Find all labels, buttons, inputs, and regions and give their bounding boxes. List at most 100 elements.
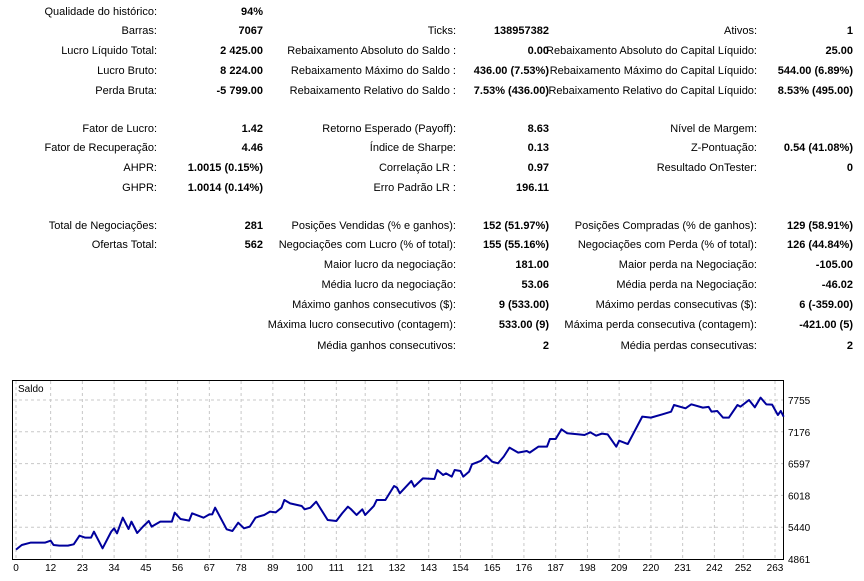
stats-row: Total de Negociações: 281 Posições Vendida… — [0, 219, 864, 233]
stats-row: Maior lucro da negociação: 181.00 Maior pe… — [0, 258, 864, 272]
stat-value: 0.54 (41.08%) — [783, 142, 853, 154]
stat-value: 0.00 — [527, 45, 549, 57]
stats-row: AHPR: 1.0015 (0.15%) Correlação LR : 0.97 Re… — [0, 161, 864, 175]
y-tick-label: 4861 — [788, 555, 811, 566]
stat-value: -46.02 — [821, 279, 853, 291]
x-tick-label: 231 — [674, 563, 691, 574]
stats-row: Ofertas Total: 562 Negociações com Lucro (… — [0, 238, 864, 252]
y-tick-label: 7176 — [788, 428, 811, 439]
stat-value: 2 — [846, 340, 853, 352]
stats-row: Perda Bruta: -5 799.00 Rebaixamento Relati… — [0, 84, 864, 98]
stat-label: Perda Bruta: — [95, 85, 157, 97]
stat-label: Correlação LR : — [378, 162, 456, 174]
x-tick-label: 187 — [547, 563, 564, 574]
stat-value: -5 799.00 — [216, 85, 263, 97]
stat-label: Ativos: — [723, 25, 757, 37]
x-tick-label: 209 — [611, 563, 628, 574]
stat-label: Negociações com Lucro (% of total): — [278, 239, 456, 251]
stat-label: Lucro Líquido Total: — [61, 45, 157, 57]
stat-value: 2 425.00 — [220, 45, 263, 57]
stat-label: Média ganhos consecutivos: — [317, 340, 456, 352]
y-tick-label: 7755 — [788, 396, 811, 407]
stat-value: 126 (44.84%) — [786, 239, 853, 251]
stat-label: AHPR: — [123, 162, 157, 174]
x-axis: 0 12 23 34 45 56 67 78 89 100 111 121 132 143 154 165 17… — [13, 563, 784, 574]
x-tick-label: 111 — [329, 563, 345, 574]
stat-label: Índice de Sharpe: — [369, 142, 456, 154]
stat-label: Qualidade do histórico: — [44, 6, 157, 18]
stat-label: Posições Vendidas (% e ganhos): — [291, 220, 457, 232]
stat-label: Rebaixamento Relativo do Saldo : — [289, 85, 456, 97]
stat-label: Ofertas Total: — [91, 239, 157, 251]
x-tick-label: 263 — [767, 563, 784, 574]
stat-label: Máximo ganhos consecutivos ($): — [292, 299, 456, 311]
stat-value: 8 224.00 — [220, 65, 263, 77]
stat-value: 196.11 — [515, 182, 549, 194]
x-tick-label: 121 — [357, 563, 374, 574]
stat-label: Negociações com Perda (% of total): — [577, 239, 757, 251]
x-tick-label: 132 — [389, 563, 406, 574]
x-tick-label: 252 — [735, 563, 752, 574]
x-tick-label: 12 — [45, 563, 57, 574]
stat-label: Lucro Bruto: — [97, 65, 157, 77]
stat-label: Rebaixamento Relativo do Capital Líquido… — [548, 85, 757, 97]
y-tick-label: 6018 — [788, 491, 811, 502]
y-tick-label: 6597 — [788, 460, 811, 471]
stat-label: Rebaixamento Absoluto do Capital Líquido… — [546, 45, 757, 57]
stat-label: Barras: — [121, 25, 157, 37]
stat-label: Máximo perdas consecutivas ($): — [595, 299, 757, 311]
stat-label: Maior lucro da negociação: — [323, 259, 456, 271]
x-tick-label: 56 — [172, 563, 184, 574]
stat-label: Z-Pontuação: — [690, 142, 757, 154]
x-tick-label: 165 — [484, 563, 501, 574]
stat-label: Máxima lucro consecutivo (contagem): — [267, 319, 456, 331]
stat-label: Erro Padrão LR : — [373, 182, 456, 194]
stats-row: Fator de Lucro: 1.42 Retorno Esperado (Pay… — [0, 122, 864, 136]
stats-row: GHPR: 1.0014 (0.14%) Erro Padrão LR : 196.1… — [0, 181, 864, 195]
x-tick-label: 220 — [643, 563, 660, 574]
balance-line — [15, 396, 785, 551]
stat-value: 4.46 — [241, 142, 263, 154]
stat-label: GHPR: — [122, 182, 157, 194]
stat-value: -421.00 (5) — [799, 319, 853, 331]
stats-row: Fator de Recuperação: 4.46 Índice de Sharp… — [0, 141, 864, 155]
stat-value: 0.13 — [527, 142, 549, 154]
stat-label: Nível de Margem: — [670, 123, 757, 135]
stat-value: 25.00 — [825, 45, 853, 57]
stat-value: 8.53% (495.00) — [777, 85, 853, 97]
x-tick-label: 23 — [77, 563, 89, 574]
stats-row: Lucro Bruto: 8 224.00 Rebaixamento Máximo … — [0, 64, 864, 78]
x-tick-label: 143 — [420, 563, 437, 574]
stat-value: 544.00 (6.89%) — [777, 65, 853, 77]
x-tick-label: 242 — [706, 563, 723, 574]
stat-value: 562 — [244, 239, 263, 251]
stat-value: 281 — [244, 220, 263, 232]
stat-value: 155 (55.16%) — [482, 239, 549, 251]
stat-label: Retorno Esperado (Payoff): — [322, 123, 456, 135]
x-tick-label: 78 — [236, 563, 248, 574]
stats-row: Máxima lucro consecutivo (contagem): 533.… — [0, 318, 864, 332]
stat-value: 53.06 — [521, 279, 549, 291]
stat-value: 152 (51.97%) — [482, 220, 549, 232]
stat-value: -105.00 — [815, 259, 853, 271]
stats-row: Qualidade do histórico: 94% — [0, 5, 864, 19]
stat-value: 7.53% (436.00) — [473, 85, 549, 97]
x-tick-label: 67 — [204, 563, 216, 574]
stats-row: Média ganhos consecutivos: 2 Média perdas … — [0, 339, 864, 353]
x-tick-label: 34 — [109, 563, 121, 574]
x-tick-label: 45 — [140, 563, 152, 574]
stat-label: Fator de Recuperação: — [44, 142, 157, 154]
chart-frame — [12, 380, 784, 560]
stat-value: 1.42 — [241, 123, 263, 135]
y-tick-label: 5440 — [788, 523, 811, 534]
stat-value: 7067 — [238, 25, 263, 37]
stat-value: 2 — [542, 340, 549, 352]
stat-label: Rebaixamento Máximo do Capital Líquido: — [549, 65, 757, 77]
stat-label: Total de Negociações: — [48, 220, 157, 232]
stat-value: 533.00 (9) — [498, 319, 549, 331]
stat-value: 9 (533.00) — [498, 299, 549, 311]
x-tick-label: 89 — [267, 563, 279, 574]
x-tick-label: 100 — [296, 563, 313, 574]
stat-value: 129 (58.91%) — [786, 220, 853, 232]
stats-row: Barras: 7067 Ticks: 138957382 Ativos: 1 — [0, 24, 864, 38]
